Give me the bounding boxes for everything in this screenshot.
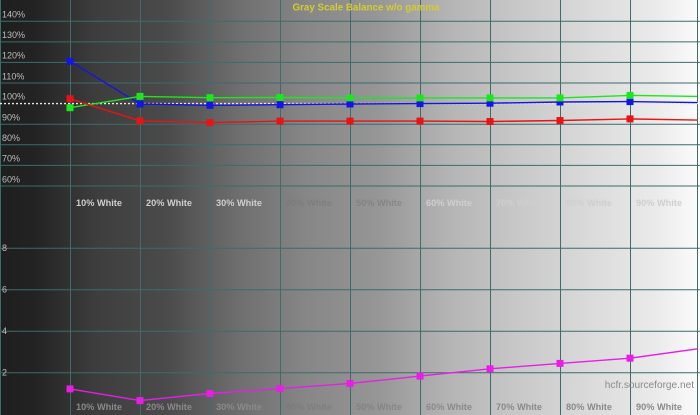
svg-text:60%: 60% [2, 175, 20, 185]
svg-text:50% White: 50% White [356, 198, 402, 208]
svg-text:140%: 140% [2, 10, 25, 20]
svg-text:80% White: 80% White [566, 402, 612, 412]
svg-text:130%: 130% [2, 30, 25, 40]
svg-text:90%: 90% [2, 113, 20, 123]
svg-text:30% White: 30% White [216, 402, 262, 412]
svg-text:10% White: 10% White [76, 402, 122, 412]
svg-text:40% White: 40% White [286, 198, 332, 208]
svg-text:4: 4 [2, 326, 7, 336]
svg-text:hcfr.sourceforge.net: hcfr.sourceforge.net [605, 380, 694, 391]
svg-text:60% White: 60% White [426, 402, 472, 412]
svg-text:70%: 70% [2, 154, 20, 164]
svg-text:40% White: 40% White [286, 402, 332, 412]
svg-text:20% White: 20% White [146, 198, 192, 208]
svg-text:120%: 120% [2, 51, 25, 61]
svg-text:110%: 110% [2, 72, 24, 82]
svg-text:50% White: 50% White [356, 402, 402, 412]
svg-text:6: 6 [2, 285, 7, 295]
svg-text:70% White: 70% White [496, 198, 542, 208]
svg-text:80%: 80% [2, 133, 20, 143]
svg-text:100%: 100% [2, 92, 25, 102]
svg-text:90% White: 90% White [636, 198, 682, 208]
svg-text:80% White: 80% White [566, 198, 612, 208]
svg-text:30% White: 30% White [216, 198, 262, 208]
svg-text:8: 8 [2, 243, 7, 253]
svg-text:10% White: 10% White [76, 198, 122, 208]
svg-text:Gray Scale Balance w/o gamma: Gray Scale Balance w/o gamma [292, 3, 440, 14]
svg-text:60% White: 60% White [426, 198, 472, 208]
svg-text:2: 2 [2, 368, 7, 378]
svg-text:70% White: 70% White [496, 402, 542, 412]
svg-text:90% White: 90% White [636, 402, 682, 412]
svg-text:20% White: 20% White [146, 402, 192, 412]
